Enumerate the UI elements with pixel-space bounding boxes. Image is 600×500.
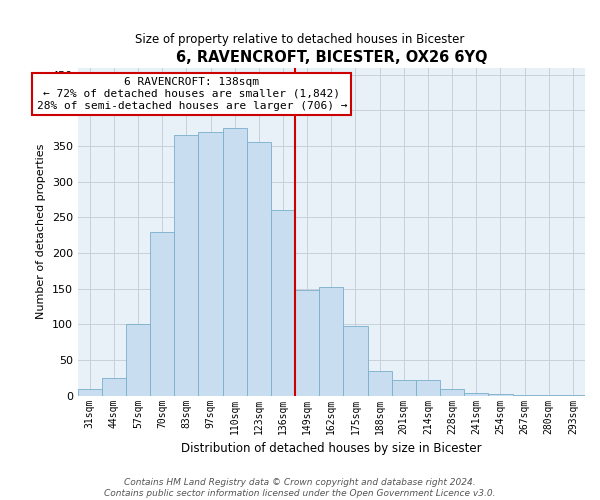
Bar <box>199 132 223 396</box>
Bar <box>536 395 561 396</box>
Bar <box>295 290 319 396</box>
Bar <box>392 380 416 396</box>
Bar <box>247 142 271 396</box>
Bar <box>271 210 295 396</box>
Bar <box>319 286 343 396</box>
Bar <box>416 380 440 396</box>
Bar <box>488 394 512 396</box>
Bar <box>126 324 150 396</box>
Bar <box>343 326 368 396</box>
Bar <box>561 395 585 396</box>
Bar <box>368 370 392 396</box>
Bar <box>150 232 174 396</box>
Y-axis label: Number of detached properties: Number of detached properties <box>36 144 46 320</box>
Bar <box>512 395 536 396</box>
Bar <box>77 388 102 396</box>
Text: 6 RAVENCROFT: 138sqm
← 72% of detached houses are smaller (1,842)
28% of semi-de: 6 RAVENCROFT: 138sqm ← 72% of detached h… <box>37 78 347 110</box>
Bar <box>223 128 247 396</box>
Bar <box>174 136 199 396</box>
Title: 6, RAVENCROFT, BICESTER, OX26 6YQ: 6, RAVENCROFT, BICESTER, OX26 6YQ <box>176 50 487 65</box>
Text: Contains HM Land Registry data © Crown copyright and database right 2024.
Contai: Contains HM Land Registry data © Crown c… <box>104 478 496 498</box>
Bar <box>102 378 126 396</box>
Bar <box>464 393 488 396</box>
Bar <box>440 388 464 396</box>
X-axis label: Distribution of detached houses by size in Bicester: Distribution of detached houses by size … <box>181 442 482 455</box>
Text: Size of property relative to detached houses in Bicester: Size of property relative to detached ho… <box>136 32 464 46</box>
